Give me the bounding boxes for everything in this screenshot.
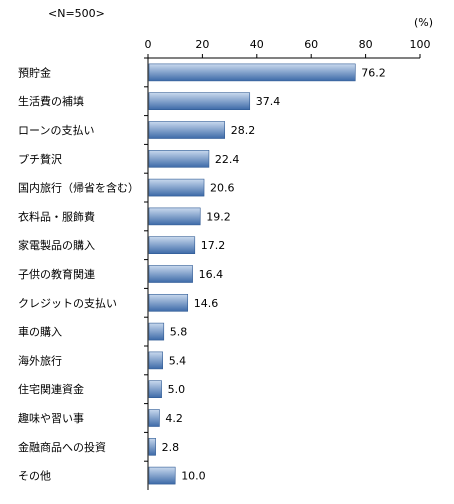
category-label: ローンの支払い <box>18 123 94 137</box>
bar <box>148 265 193 283</box>
bar-value-label: 10.0 <box>181 470 206 483</box>
category-label: 趣味や習い事 <box>18 411 84 425</box>
category-label: 家電製品の購入 <box>18 238 95 252</box>
bar-value-label: 5.4 <box>169 354 187 367</box>
sample-size-note: <N=500> <box>48 7 105 20</box>
bar-value-label: 14.6 <box>194 297 219 310</box>
bar <box>148 351 163 370</box>
bar-value-label: 19.2 <box>206 210 231 223</box>
bar <box>148 63 356 82</box>
bar <box>148 322 165 341</box>
category-label: プチ贅沢 <box>18 152 62 166</box>
bar-value-label: 22.4 <box>215 153 240 166</box>
category-label: 海外旅行 <box>18 353 62 367</box>
category-label: 生活費の補填 <box>18 94 84 108</box>
bar-value-label: 76.2 <box>361 66 386 79</box>
bar <box>148 293 189 312</box>
x-tick-label: 0 <box>145 38 152 51</box>
bar-value-label: 4.2 <box>165 412 183 425</box>
x-tick-label: 80 <box>359 38 373 51</box>
bar <box>148 92 251 110</box>
x-tick-label: 20 <box>195 38 209 51</box>
bar-value-label: 28.2 <box>231 124 256 137</box>
bar-value-label: 2.8 <box>162 441 180 454</box>
bars-group: 76.2 37.4 28.2 22.4 20.6 19.2 17.2 16.4 14.6 5.8 5… <box>148 63 386 485</box>
category-label: 衣料品・服飾費 <box>18 209 95 223</box>
bar <box>148 178 205 197</box>
bar <box>148 150 210 168</box>
category-label: 住宅関連資金 <box>18 382 84 396</box>
bar-value-label: 5.0 <box>168 383 186 396</box>
x-axis: 0 20 40 60 80 100 <box>145 38 431 59</box>
bar <box>148 236 196 254</box>
category-label: 金融商品への投資 <box>18 440 106 454</box>
bar-value-label: 17.2 <box>201 239 226 252</box>
bar-value-label: 20.6 <box>210 182 235 195</box>
category-label: クレジットの支払い <box>18 296 117 310</box>
category-label: 子供の教育関連 <box>18 267 95 281</box>
bar-value-label: 16.4 <box>199 268 224 281</box>
bar <box>148 437 156 456</box>
x-tick-label: 60 <box>304 38 318 51</box>
category-label: 車の購入 <box>18 325 62 339</box>
bar <box>148 380 162 399</box>
bar <box>148 207 201 226</box>
x-tick-label: 40 <box>250 38 264 51</box>
bar <box>148 121 226 139</box>
unit-label: (%) <box>414 16 433 29</box>
bar-value-label: 5.8 <box>170 326 188 339</box>
category-label: 国内旅行（帰省を含む） <box>18 181 139 195</box>
bar <box>148 466 176 485</box>
bar-value-label: 37.4 <box>256 95 281 108</box>
x-tick-label: 100 <box>410 38 431 51</box>
category-label: その他 <box>18 470 51 483</box>
category-label: 預貯金 <box>18 65 51 79</box>
bar <box>148 409 160 427</box>
